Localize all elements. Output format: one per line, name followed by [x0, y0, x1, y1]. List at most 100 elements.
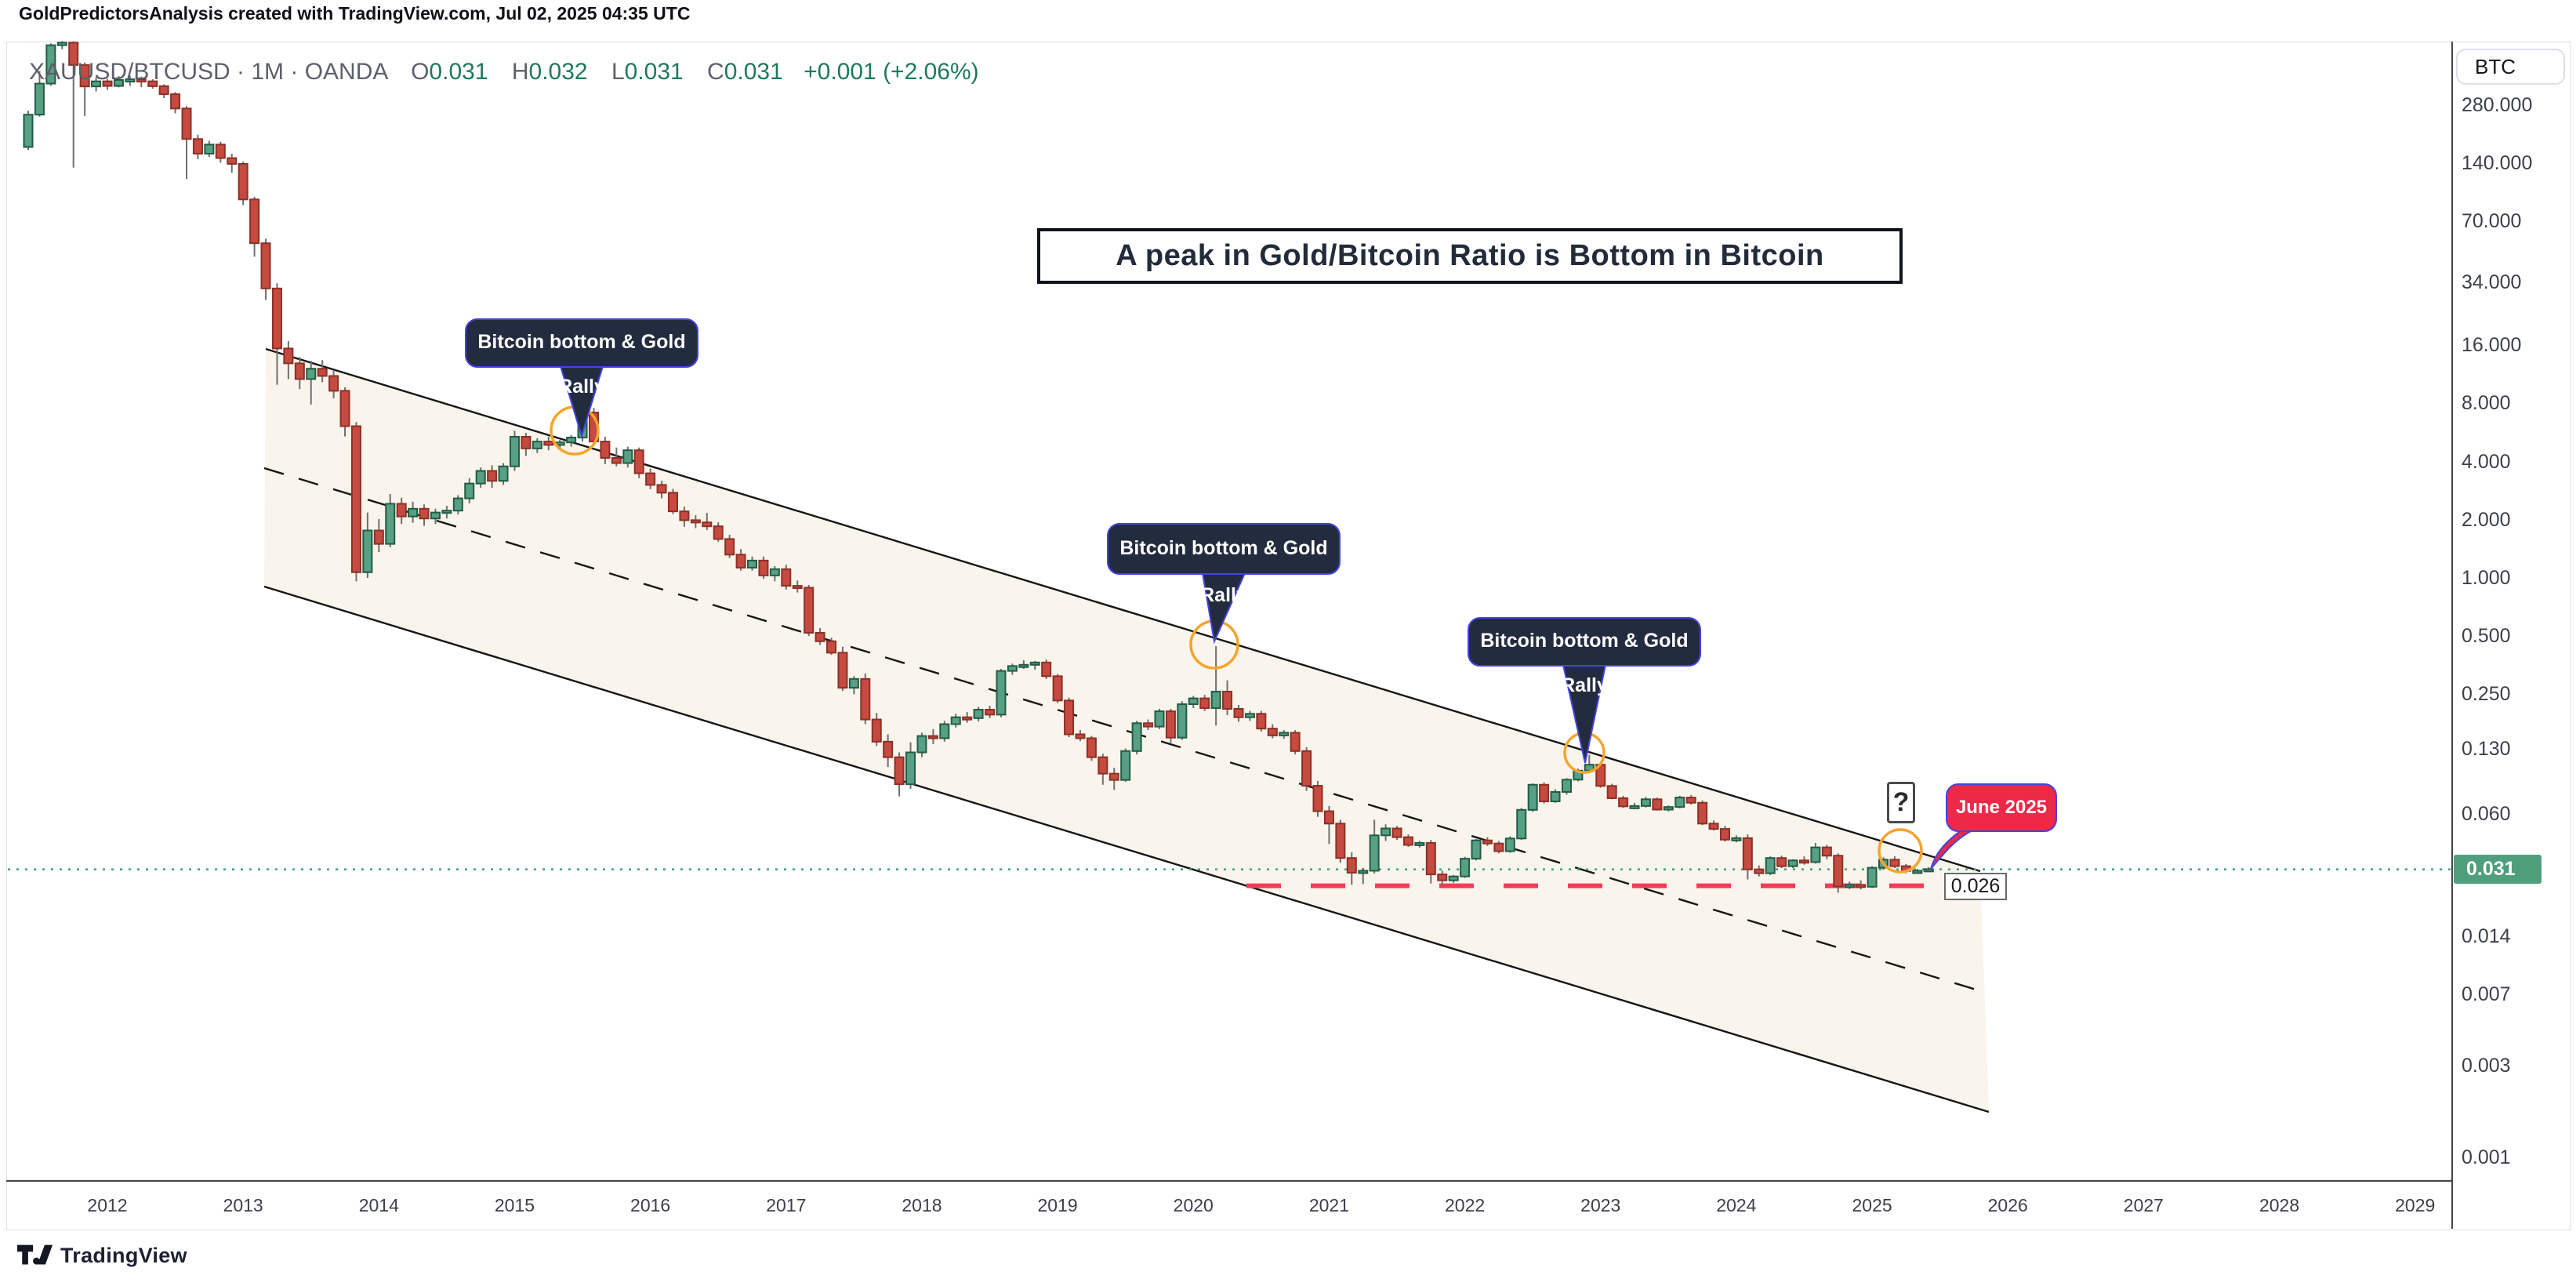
- candle-body: [939, 723, 950, 739]
- candle-body: [170, 93, 181, 110]
- candle-body: [125, 78, 136, 83]
- candle-body: [1414, 841, 1425, 846]
- candle-body: [1086, 737, 1097, 758]
- candle-body: [317, 368, 328, 377]
- candle-body: [339, 390, 350, 427]
- time-axis-separator: [6, 1180, 2453, 1182]
- candle-body: [996, 670, 1007, 716]
- tradingview-logo[interactable]: TradingView: [17, 1242, 187, 1269]
- candle-body: [600, 441, 611, 459]
- candle-body: [1618, 797, 1629, 808]
- currency-unit-badge: BTC: [2456, 49, 2565, 85]
- candle-body: [68, 42, 79, 66]
- price-axis-separator: [2451, 42, 2453, 1229]
- close-value: 0.031: [724, 59, 783, 85]
- candle-body: [848, 678, 859, 689]
- price-tick-4.000: 4.000: [2462, 450, 2511, 473]
- price-tick-0.250: 0.250: [2462, 683, 2511, 706]
- candle-body: [498, 465, 509, 482]
- candle-body: [804, 587, 815, 634]
- candle-body: [430, 511, 441, 520]
- candle-body: [690, 519, 701, 524]
- open-label: O: [411, 59, 430, 85]
- candle-body: [1923, 868, 1934, 873]
- candle-body: [679, 510, 690, 521]
- candle-body: [973, 709, 984, 719]
- candle-body: [1301, 750, 1312, 787]
- tradingview-logo-icon: [17, 1244, 53, 1265]
- highlight-circle: [1878, 828, 1923, 874]
- candle-body: [1765, 857, 1776, 874]
- candle-body: [1131, 722, 1142, 752]
- candle-body: [611, 456, 622, 464]
- candle-body: [1856, 884, 1867, 888]
- year-label-2028: 2028: [2259, 1195, 2300, 1215]
- year-label-2016: 2016: [630, 1195, 671, 1215]
- candle-body: [1833, 855, 1844, 888]
- channel-fill: [264, 349, 1989, 1112]
- candle-body: [1844, 884, 1855, 888]
- year-label-2025: 2025: [1852, 1195, 1892, 1215]
- support-price-label: 0.026: [1944, 873, 2007, 900]
- candle-body: [1754, 868, 1765, 874]
- candle-body: [1504, 837, 1515, 852]
- candle-body: [181, 107, 192, 140]
- candle-body: [1018, 663, 1029, 668]
- price-tick-1.000: 1.000: [2462, 567, 2511, 589]
- june-2025-callout: June 2025: [1946, 783, 2057, 832]
- candle-body: [871, 718, 882, 743]
- question-mark-annotation: ?: [1887, 782, 1915, 823]
- candle-body: [1471, 839, 1482, 860]
- candle-body: [1731, 837, 1742, 841]
- candle-body: [769, 568, 780, 576]
- candle-body: [758, 559, 769, 576]
- candle-body: [1527, 783, 1538, 811]
- year-label-2014: 2014: [358, 1195, 399, 1215]
- candle-body: [306, 368, 317, 380]
- candle-body: [622, 449, 633, 464]
- candle-body: [1482, 839, 1493, 845]
- candle-body: [916, 735, 927, 754]
- year-label-2012: 2012: [87, 1195, 128, 1215]
- candle-body: [238, 163, 249, 201]
- price-tick-0.014: 0.014: [2462, 925, 2511, 947]
- candle-body: [1064, 699, 1075, 736]
- candle-body: [1402, 836, 1413, 846]
- candle-body: [283, 347, 294, 365]
- candle-body: [204, 143, 215, 154]
- year-label-2015: 2015: [494, 1195, 535, 1215]
- candle-body: [260, 242, 271, 289]
- close-label: C: [707, 59, 724, 85]
- candle-body: [521, 435, 532, 449]
- candle-body: [883, 740, 894, 758]
- candle-body: [1448, 875, 1459, 881]
- publication-header: GoldPredictorsAnalysis created with Trad…: [19, 3, 691, 24]
- candle-body: [1787, 859, 1798, 867]
- candle-body: [1154, 710, 1165, 728]
- june-callout-tail: [1930, 826, 1975, 870]
- candle-body: [91, 80, 102, 88]
- price-tick-280.000: 280.000: [2462, 94, 2533, 117]
- candle-body: [1629, 805, 1640, 809]
- candle-body: [633, 449, 644, 474]
- candle-body: [1279, 732, 1290, 736]
- candle-body: [102, 80, 113, 87]
- channel-midline: [263, 467, 1990, 995]
- candle-body: [927, 735, 938, 739]
- candle-body: [532, 441, 542, 449]
- year-label-2018: 2018: [902, 1195, 942, 1215]
- candle-body: [1041, 661, 1052, 678]
- candle-body: [905, 751, 916, 786]
- candle-body: [837, 652, 848, 689]
- price-tick-140.000: 140.000: [2462, 152, 2533, 175]
- candle-body: [1799, 859, 1809, 864]
- candle-body: [1267, 728, 1278, 736]
- candle-body: [79, 64, 90, 88]
- candle-body: [1640, 798, 1651, 807]
- candle-body: [215, 143, 226, 159]
- year-label-2026: 2026: [1987, 1195, 2028, 1215]
- candle-body: [1550, 790, 1561, 803]
- candle-body: [1674, 797, 1685, 808]
